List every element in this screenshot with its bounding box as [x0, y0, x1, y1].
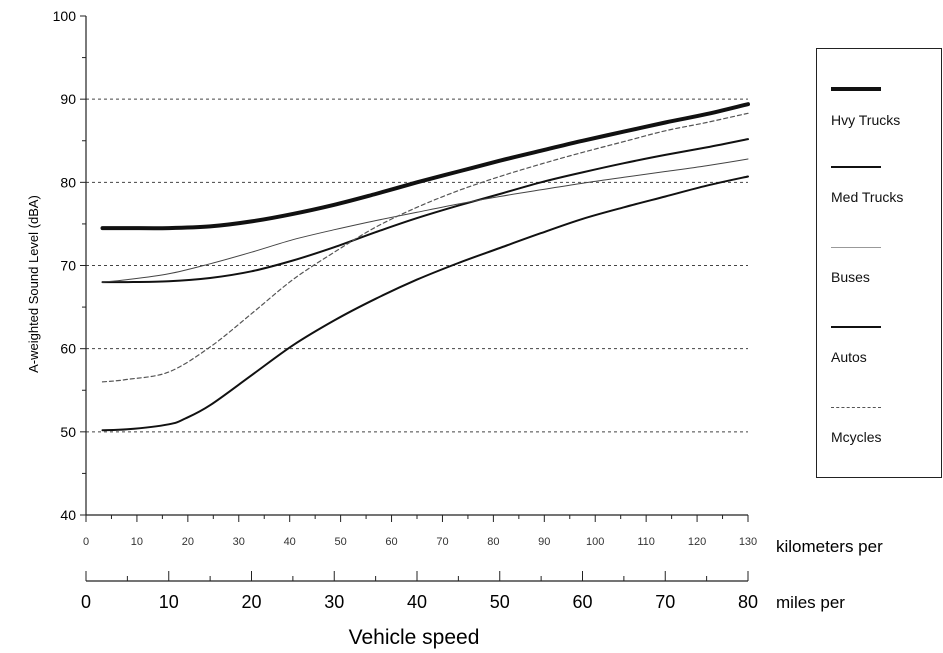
kmh-tick-label: 60 [385, 536, 397, 548]
legend-swatch-med-trucks [831, 166, 881, 168]
y-tick-label: 50 [60, 424, 76, 440]
y-tick-label: 40 [60, 507, 76, 523]
kmh-tick-label: 20 [182, 536, 194, 548]
mph-tick-label: 80 [738, 592, 758, 612]
mph-tick-label: 60 [572, 592, 592, 612]
mph-tick-label: 20 [241, 592, 261, 612]
y-tick-label: 60 [60, 341, 76, 357]
legend-item-med-trucks: Med Trucks [831, 166, 931, 205]
legend-label: Mcycles [831, 429, 882, 445]
mph-tick-label: 50 [490, 592, 510, 612]
legend: Hvy Trucks Med Trucks Buses Autos Mcycle… [816, 48, 942, 478]
mph-tick-label: 40 [407, 592, 427, 612]
legend-item-mcycles: Mcycles [831, 407, 931, 445]
mph-axis-label: miles per [776, 593, 845, 612]
series-line-mcycles [101, 112, 749, 383]
series-line-hvy-trucks [100, 102, 750, 231]
kmh-tick-label: 40 [284, 536, 296, 548]
kmh-tick-label: 50 [334, 536, 346, 548]
legend-item-autos: Autos [831, 326, 931, 365]
grid-lines [86, 98, 748, 433]
y-axis-ticks: 40 50 60 70 80 90 100 [53, 8, 86, 523]
legend-label: Buses [831, 269, 870, 285]
kmh-tick-label: 100 [586, 536, 604, 548]
legend-item-hvy-trucks: Hvy Trucks [831, 87, 931, 128]
legend-swatch-buses [831, 247, 881, 248]
y-tick-label: 90 [60, 91, 76, 107]
y-tick-label: 70 [60, 258, 76, 274]
y-axis-label: A-weighted Sound Level (dBA) [26, 195, 41, 373]
legend-item-buses: Buses [831, 247, 931, 285]
mph-tick-label: 10 [159, 592, 179, 612]
legend-swatch-hvy-trucks [831, 87, 881, 91]
kmh-axis-label: kilometers per [776, 537, 883, 556]
kmh-tick-label: 30 [233, 536, 245, 548]
series-line-med-trucks [101, 138, 749, 284]
legend-label: Med Trucks [831, 189, 904, 205]
kmh-tick-label: 80 [487, 536, 499, 548]
kmh-tick-label: 130 [739, 536, 757, 548]
legend-label: Autos [831, 349, 867, 365]
mph-tick-label: 30 [324, 592, 344, 612]
kmh-tick-label: 0 [83, 536, 89, 548]
kmh-axis: 0 10 20 30 40 50 60 70 80 90 100 110 120 130 [83, 515, 757, 548]
series-line-autos [101, 175, 749, 432]
y-tick-label: 100 [53, 8, 77, 24]
kmh-tick-label: 10 [131, 536, 143, 548]
series-lines [100, 102, 750, 432]
mph-axis: 0 10 20 30 40 50 60 70 80 [81, 571, 758, 612]
series-line-buses [102, 158, 749, 283]
mph-tick-label: 0 [81, 592, 91, 612]
x-axis-label: Vehicle speed [349, 626, 480, 649]
legend-swatch-autos [831, 326, 881, 328]
legend-swatch-mcycles [831, 407, 881, 408]
mph-tick-label: 70 [655, 592, 675, 612]
legend-label: Hvy Trucks [831, 112, 901, 128]
kmh-tick-label: 90 [538, 536, 550, 548]
kmh-tick-label: 120 [688, 536, 706, 548]
kmh-tick-label: 70 [436, 536, 448, 548]
y-tick-label: 80 [60, 174, 76, 190]
kmh-tick-label: 110 [637, 536, 655, 548]
